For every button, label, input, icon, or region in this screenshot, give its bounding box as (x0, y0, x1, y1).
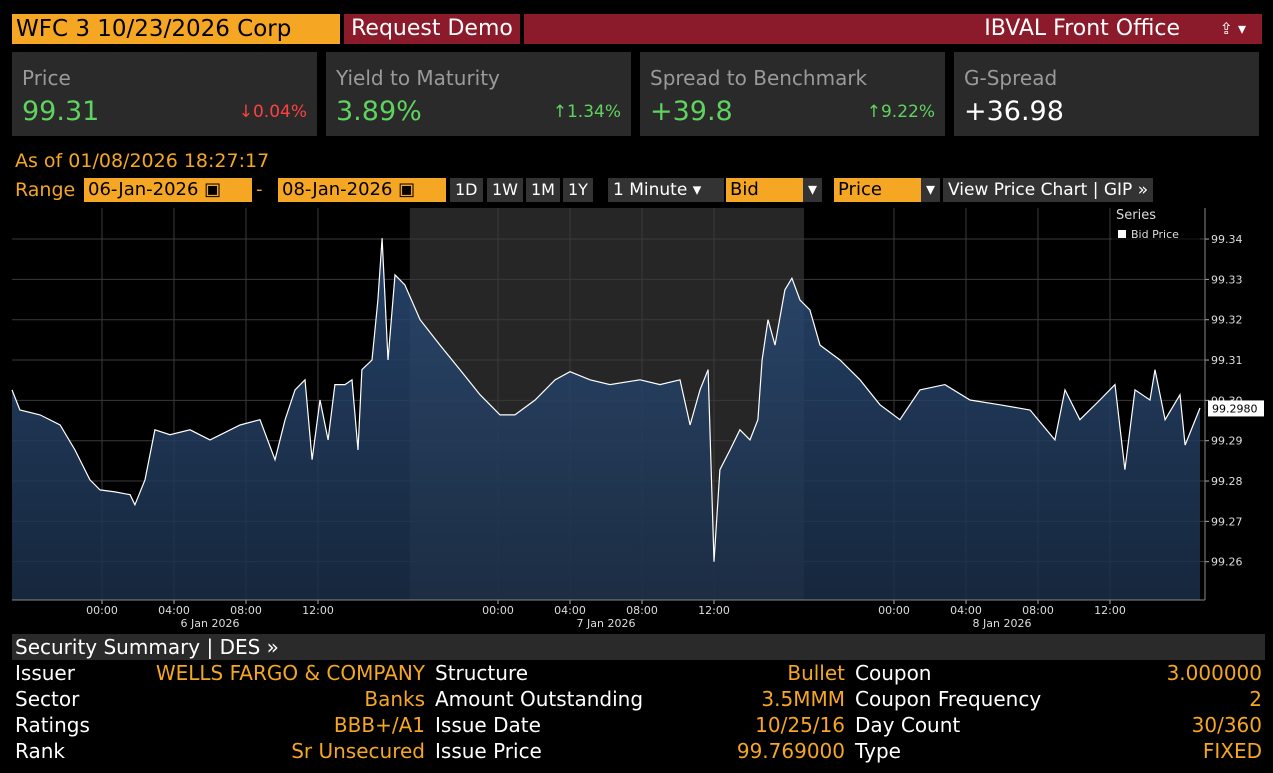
last-value-box (1208, 400, 1264, 417)
summary-label: Issue Price (435, 739, 542, 763)
y-tick-label: 99.31 (1211, 354, 1243, 367)
summary-label: Structure (435, 661, 529, 685)
summary-value: 3.000000 (1166, 661, 1262, 685)
summary-label: Amount Outstanding (435, 687, 644, 711)
app-name: IBVAL Front Office (984, 16, 1180, 41)
interval-select[interactable]: 1 Minute ▾ (608, 178, 724, 202)
x-tick-label: 04:00 (554, 604, 586, 617)
x-tick-label: 08:00 (230, 604, 262, 617)
summary-value: FIXED (1202, 739, 1262, 763)
x-tick-label: 00:00 (86, 604, 118, 617)
y-tick-label: 99.28 (1211, 475, 1243, 488)
summary-label: Issue Date (435, 713, 541, 737)
share-icon[interactable]: ⇪ ▾ (1219, 19, 1246, 38)
stat-label: G-Spread (964, 66, 1058, 90)
legend-title: Series (1116, 208, 1156, 223)
period-button[interactable]: 1D (450, 178, 483, 202)
stat-label: Yield to Maturity (336, 66, 500, 90)
as-of: As of 01/08/2026 18:27:17 (15, 150, 270, 172)
range-dash: - (256, 179, 263, 200)
summary-value: 30/360 (1191, 713, 1262, 737)
day-label: 6 Jan 2026 (181, 617, 240, 630)
summary-value: WELLS FARGO & COMPANY (155, 661, 425, 685)
demo-button[interactable]: Request Demo (344, 14, 520, 44)
stat-label: Price (22, 66, 71, 90)
y-tick-label: 99.27 (1211, 515, 1243, 528)
legend-entry: Bid Price (1131, 228, 1179, 241)
period-button[interactable]: 1M (526, 178, 560, 202)
area (12, 238, 1200, 600)
end-text: 08-Jan-2026 (282, 179, 393, 200)
legend-bg (1112, 206, 1200, 244)
side-text: Bid (730, 179, 759, 200)
x-tick-label: 04:00 (158, 604, 190, 617)
y-tick-label: 99.33 (1211, 273, 1243, 286)
stat-card: Yield to Maturity 3.89% ↑1.34% (326, 52, 631, 136)
period-button[interactable]: 1Y (563, 178, 593, 202)
y-tick-label: 99.32 (1211, 314, 1243, 327)
x-tick-label: 04:00 (950, 604, 982, 617)
summary-value: Bullet (787, 661, 845, 685)
summary-value: Banks (364, 687, 425, 711)
start-date[interactable]: 06-Jan-2026 ▣ (84, 178, 252, 202)
summary-value: 3.5MMM (761, 687, 845, 711)
summary-header[interactable]: Security Summary | DES » (12, 634, 1265, 660)
app-bar: IBVAL Front Office ⇪ ▾ (524, 14, 1262, 44)
summary-label: Issuer (15, 661, 75, 685)
stat-value: 3.89% (336, 96, 422, 127)
stat-card: Price 99.31 ↓0.04% (12, 52, 317, 136)
stat-value: 99.31 (22, 96, 100, 127)
stat-change: ↑1.34% (552, 102, 621, 122)
day-label: 7 Jan 2026 (577, 617, 636, 630)
stat-change: ↓0.04% (238, 102, 307, 122)
day-label: 8 Jan 2026 (973, 617, 1032, 630)
chart-link[interactable]: View Price Chart | GIP » (943, 178, 1154, 202)
line (11, 238, 1201, 562)
stat-value: +39.8 (650, 96, 733, 127)
stat-change: ↑9.22% (866, 102, 935, 122)
x-tick-label: 08:00 (1022, 604, 1054, 617)
y-tick-label: 99.34 (1211, 233, 1243, 246)
summary-label: Coupon Frequency (855, 687, 1042, 711)
y-tick-label: 99.26 (1211, 556, 1243, 569)
range-label: Range (15, 179, 76, 201)
stat-value: +36.98 (964, 96, 1064, 127)
stat-label: Spread to Benchmark (650, 66, 868, 90)
x-tick-label: 12:00 (1094, 604, 1126, 617)
stat-card: G-Spread +36.98 (954, 52, 1259, 136)
stat-card: Spread to Benchmark +39.8 ↑9.22% (640, 52, 945, 136)
period-button[interactable]: 1W (487, 178, 523, 202)
interval-text: 1 Minute (613, 180, 688, 200)
x-tick-label: 12:00 (698, 604, 730, 617)
summary-label: Type (855, 739, 901, 763)
last-value-label: 99.2980 (1212, 402, 1258, 415)
summary-value: BBB+/A1 (333, 713, 425, 737)
summary-label: Sector (15, 687, 80, 711)
summary-value: 99.769000 (736, 739, 845, 763)
summary-label: Ratings (15, 713, 90, 737)
start-text: 06-Jan-2026 (88, 179, 199, 200)
x-tick-label: 12:00 (302, 604, 334, 617)
legend-swatch (1118, 230, 1126, 238)
summary-label: Coupon (855, 661, 932, 685)
side-select[interactable]: Bid ▾ (726, 178, 822, 202)
price-chart: 99.2699.2799.2899.2999.3099.3199.3299.33… (11, 206, 1264, 630)
summary-label: Rank (15, 739, 65, 763)
x-tick-label: 00:00 (482, 604, 514, 617)
field-select[interactable]: Price ▾ (834, 178, 940, 202)
x-tick-label: 08:00 (626, 604, 658, 617)
summary-label: Day Count (855, 713, 961, 737)
summary-value: Sr Unsecured (291, 739, 425, 763)
x-tick-label: 00:00 (878, 604, 910, 617)
summary-value: 2 (1249, 687, 1262, 711)
summary-value: 10/25/16 (755, 713, 845, 737)
y-tick-label: 99.29 (1211, 435, 1243, 448)
ticker-field[interactable]: WFC 3 10/23/2026 Corp (12, 14, 340, 44)
field-text: Price (838, 179, 882, 200)
end-date[interactable]: 08-Jan-2026 ▣ (278, 178, 446, 202)
